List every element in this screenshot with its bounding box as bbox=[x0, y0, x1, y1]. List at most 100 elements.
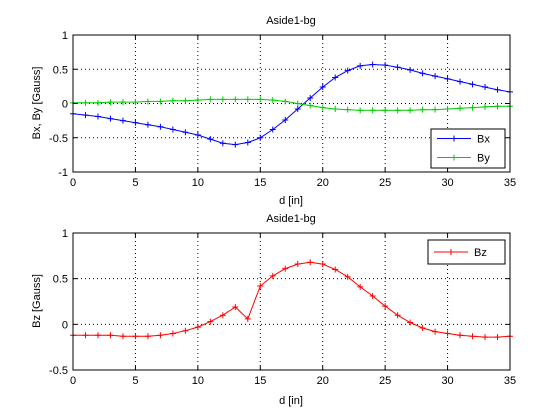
data-point-bz bbox=[144, 333, 151, 340]
data-point-by bbox=[132, 99, 139, 106]
data-point-by bbox=[244, 96, 251, 103]
x-tick-label: 15 bbox=[254, 375, 266, 387]
data-point-bx bbox=[357, 62, 364, 69]
data-point-bx bbox=[232, 141, 239, 148]
x-tick-label: 0 bbox=[70, 177, 76, 189]
y-tick-label: 1 bbox=[62, 30, 68, 42]
grid bbox=[73, 233, 510, 370]
x-tick-label: 0 bbox=[70, 375, 76, 387]
data-point-by bbox=[394, 107, 401, 114]
data-point-bz bbox=[294, 261, 301, 268]
data-point-bx bbox=[257, 134, 264, 141]
x-tick-label: 5 bbox=[132, 375, 138, 387]
legend-marker-bz bbox=[448, 249, 454, 255]
data-point-bz bbox=[207, 318, 214, 325]
data-point-by bbox=[332, 105, 339, 112]
x-tick-label: 25 bbox=[379, 177, 391, 189]
data-point-bx bbox=[119, 117, 126, 124]
data-point-bz bbox=[269, 272, 276, 279]
data-point-by bbox=[82, 99, 89, 106]
data-point-bx bbox=[457, 78, 464, 85]
data-point-bx bbox=[482, 84, 489, 91]
data-point-by bbox=[369, 107, 376, 114]
data-point-by bbox=[457, 105, 464, 112]
legend-label-by: By bbox=[477, 153, 490, 165]
data-point-by bbox=[482, 103, 489, 110]
data-point-bz bbox=[394, 312, 401, 319]
subplot-title: Aside1-bg bbox=[266, 15, 316, 27]
x-tick-label: 10 bbox=[192, 177, 204, 189]
data-point-by bbox=[269, 97, 276, 104]
data-point-by bbox=[282, 98, 289, 105]
data-point-bz bbox=[357, 283, 364, 290]
data-point-bx bbox=[194, 132, 201, 139]
x-tick-label: 35 bbox=[504, 177, 516, 189]
data-point-bx bbox=[157, 123, 164, 130]
data-point-by bbox=[494, 103, 501, 110]
legend-box bbox=[430, 128, 506, 169]
x-tick-label: 25 bbox=[379, 375, 391, 387]
data-point-bx bbox=[319, 84, 326, 91]
data-point-bx bbox=[432, 73, 439, 80]
data-point-bz bbox=[319, 261, 326, 268]
data-point-bx bbox=[207, 136, 214, 143]
data-point-bz bbox=[419, 324, 426, 331]
y-tick-label: 0.5 bbox=[53, 274, 68, 286]
data-point-bz bbox=[457, 332, 464, 339]
data-point-bz bbox=[157, 332, 164, 339]
data-point-bz bbox=[194, 324, 201, 331]
data-point-bx bbox=[82, 112, 89, 119]
data-point-bz bbox=[169, 330, 176, 337]
y-axis-label: Bx, By [Gauss] bbox=[31, 67, 43, 140]
data-point-bz bbox=[257, 282, 264, 289]
series-group bbox=[70, 61, 513, 148]
x-tick-label: 30 bbox=[441, 177, 453, 189]
data-point-bx bbox=[182, 129, 189, 136]
data-point-bz bbox=[244, 315, 251, 322]
legend: Bx By bbox=[430, 128, 506, 169]
y-tick-label: 0.5 bbox=[53, 64, 68, 76]
data-point-bx bbox=[132, 119, 139, 126]
data-point-bz bbox=[132, 333, 139, 340]
data-point-bx bbox=[369, 61, 376, 68]
data-point-by bbox=[319, 104, 326, 111]
data-point-bz bbox=[407, 319, 414, 326]
data-point-bx bbox=[169, 126, 176, 133]
data-point-bz bbox=[307, 259, 314, 266]
data-point-bx bbox=[94, 113, 101, 120]
x-axis-label: d [in] bbox=[279, 395, 303, 407]
data-point-bz bbox=[282, 265, 289, 272]
data-point-bz bbox=[469, 333, 476, 340]
data-point-bx bbox=[219, 140, 226, 147]
data-point-bx bbox=[107, 115, 114, 122]
x-tick-label: 10 bbox=[192, 375, 204, 387]
data-point-by bbox=[94, 99, 101, 106]
data-point-bx bbox=[419, 70, 426, 77]
data-point-bz bbox=[432, 328, 439, 335]
y-tick-label: 1 bbox=[62, 228, 68, 240]
data-point-bx bbox=[294, 105, 301, 112]
data-point-bz bbox=[444, 330, 451, 337]
data-point-by bbox=[432, 106, 439, 113]
data-point-bz bbox=[482, 334, 489, 341]
x-tick-label: 5 bbox=[132, 177, 138, 189]
data-point-by bbox=[207, 96, 214, 103]
data-point-by bbox=[469, 104, 476, 111]
data-point-bz bbox=[219, 312, 226, 319]
data-point-by bbox=[119, 99, 126, 106]
legend-label-bx: Bx bbox=[477, 134, 490, 146]
data-point-bz bbox=[494, 334, 501, 341]
legend-marker-by bbox=[451, 154, 457, 161]
plot-frame bbox=[72, 232, 511, 371]
legend: Bz bbox=[427, 239, 506, 265]
x-tick-label: 15 bbox=[254, 177, 266, 189]
y-axis-label: Bz [Gauss] bbox=[31, 274, 43, 328]
data-point-by bbox=[307, 102, 314, 109]
data-point-by bbox=[219, 96, 226, 103]
data-point-bz bbox=[369, 293, 376, 300]
data-point-bx bbox=[144, 121, 151, 128]
data-point-bz bbox=[232, 303, 239, 310]
data-point-by bbox=[107, 99, 114, 106]
series-group bbox=[70, 259, 513, 341]
y-tick-label: -1 bbox=[58, 167, 68, 179]
